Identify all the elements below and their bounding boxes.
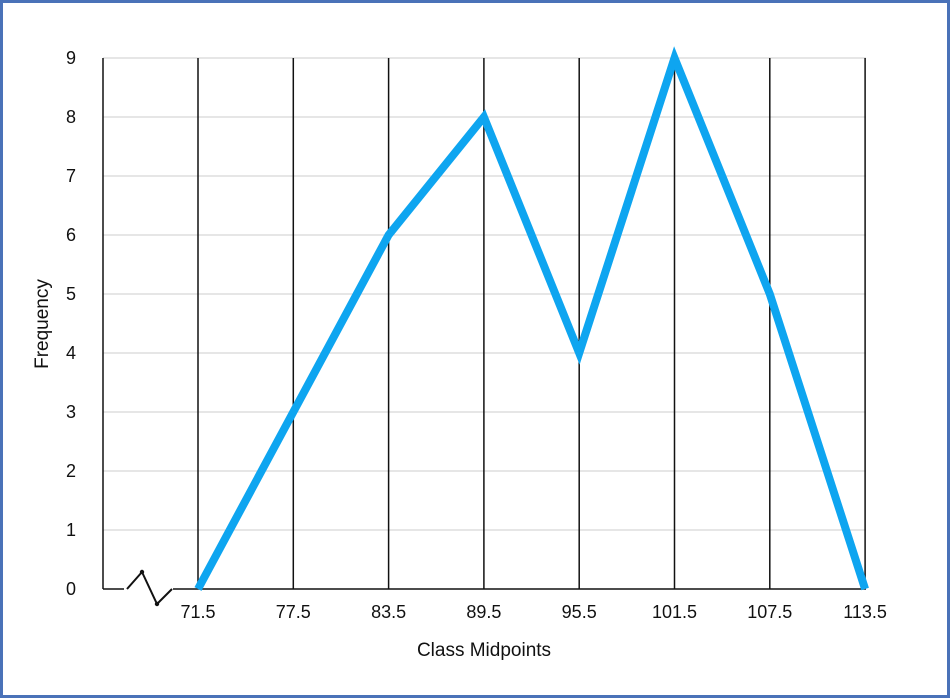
- y-tick-0: 0: [66, 579, 76, 599]
- y-tick-4: 4: [66, 343, 76, 363]
- axis-break-zigzag: [126, 570, 173, 606]
- x-axis-title: Class Midpoints: [417, 640, 551, 661]
- y-tick-6: 6: [66, 225, 76, 245]
- x-tick-83.5: 83.5: [371, 602, 406, 622]
- y-tick-8: 8: [66, 107, 76, 127]
- y-tick-7: 7: [66, 166, 76, 186]
- axis-break-dot-bottom: [154, 601, 160, 607]
- x-tick-89.5: 89.5: [466, 602, 501, 622]
- y-tick-labels: 0 1 2 3 4 5 6 7 8 9: [66, 48, 76, 599]
- x-tick-113.5: 113.5: [843, 602, 887, 622]
- y-tick-9: 9: [66, 48, 76, 68]
- y-tick-1: 1: [66, 520, 76, 540]
- x-tick-labels: 71.5 77.5 83.5 89.5 95.5 101.5 107.5 113.5: [180, 602, 886, 622]
- x-tick-95.5: 95.5: [562, 602, 597, 622]
- x-tick-71.5: 71.5: [180, 602, 215, 622]
- y-tick-2: 2: [66, 461, 76, 481]
- y-tick-5: 5: [66, 284, 76, 304]
- axis-break-symbol: [126, 569, 173, 607]
- y-axis-title: Frequency: [32, 279, 53, 369]
- x-tick-107.5: 107.5: [747, 602, 792, 622]
- frequency-line: [194, 46, 869, 591]
- frequency-series: [194, 46, 869, 591]
- y-tick-3: 3: [66, 402, 76, 422]
- x-tick-77.5: 77.5: [276, 602, 311, 622]
- vertical-class-lines: [102, 58, 866, 589]
- x-tick-101.5: 101.5: [652, 602, 697, 622]
- axis-break-dot-top: [139, 569, 145, 575]
